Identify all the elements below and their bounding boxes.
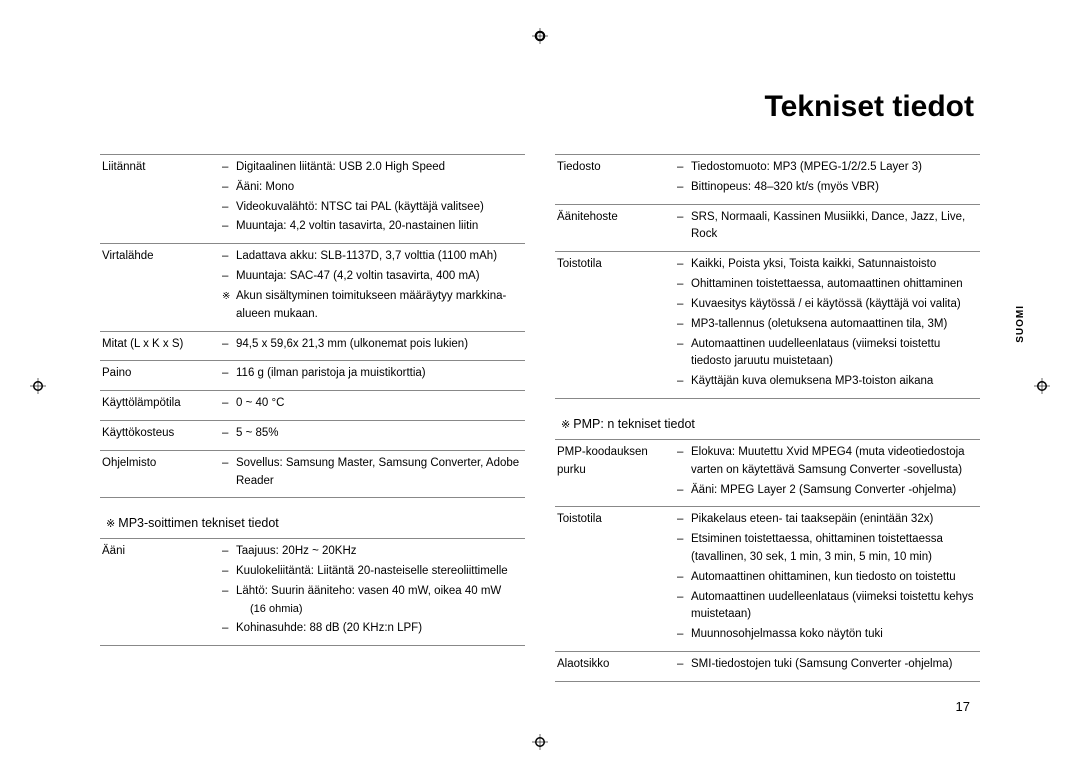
right-section-table: PMP-koodauksen purkuElokuva: Muutettu Xv… — [555, 439, 980, 682]
table-row: Paino116 g (ilman paristoja ja muistikor… — [100, 361, 525, 391]
table-row: ÄänitehosteSRS, Normaali, Kassinen Musii… — [555, 204, 980, 252]
table-row: LiitännätDigitaalinen liitäntä: USB 2.0 … — [100, 155, 525, 244]
spec-item: Elokuva: Muutettu Xvid MPEG4 (muta video… — [677, 444, 976, 480]
spec-label: Toistotila — [555, 507, 673, 652]
table-row: OhjelmistoSovellus: Samsung Master, Sams… — [100, 450, 525, 498]
spec-label: Liitännät — [100, 155, 218, 244]
spec-label: PMP-koodauksen purku — [555, 439, 673, 506]
spec-item: 116 g (ilman paristoja ja muistikorttia) — [222, 365, 521, 383]
spec-values: Digitaalinen liitäntä: USB 2.0 High Spee… — [218, 155, 525, 244]
table-row: ToistotilaPikakelaus eteen- tai taaksepä… — [555, 507, 980, 652]
spec-values: 0 ~ 40 °C — [218, 391, 525, 421]
spec-item: Kaikki, Poista yksi, Toista kaikki, Satu… — [677, 256, 976, 274]
spec-label: Ohjelmisto — [100, 450, 218, 498]
page-content: Tekniset tiedot LiitännätDigitaalinen li… — [100, 90, 980, 712]
spec-item: Pikakelaus eteen- tai taaksepäin (enintä… — [677, 511, 976, 529]
spec-label: Alaotsikko — [555, 652, 673, 682]
spec-columns: LiitännätDigitaalinen liitäntä: USB 2.0 … — [100, 154, 980, 682]
spec-item: Taajuus: 20Hz ~ 20KHz — [222, 543, 521, 561]
spec-item: SRS, Normaali, Kassinen Musiikki, Dance,… — [677, 209, 976, 245]
page-title: Tekniset tiedot — [100, 90, 980, 124]
spec-item: Bittinopeus: 48–320 kt/s (myös VBR) — [677, 179, 976, 197]
spec-values: Taajuus: 20Hz ~ 20KHz Kuulokeliitäntä: Li… — [218, 539, 525, 645]
spec-item: Ladattava akku: SLB-1137D, 3,7 volttia (… — [222, 248, 521, 266]
spec-item: Ohittaminen toistettaessa, automaattinen… — [677, 276, 976, 294]
spec-item: Automaattinen uudelleenlataus (viimeksi … — [677, 589, 976, 625]
spec-values: Pikakelaus eteen- tai taaksepäin (enintä… — [673, 507, 980, 652]
spec-values: 94,5 x 59,6x 21,3 mm (ulkonemat pois luk… — [218, 331, 525, 361]
spec-item: Käyttäjän kuva olemuksena MP3-toiston ai… — [677, 373, 976, 391]
spec-label: Paino — [100, 361, 218, 391]
spec-item: Muuntaja: SAC-47 (4,2 voltin tasavirta, … — [222, 268, 521, 286]
table-row: VirtalähdeLadattava akku: SLB-1137D, 3,7… — [100, 244, 525, 331]
spec-item: Ääni: MPEG Layer 2 (Samsung Converter -o… — [677, 482, 976, 500]
registration-mark-right — [1034, 378, 1050, 394]
registration-mark-left — [30, 378, 46, 394]
spec-item: Muuntaja: 4,2 voltin tasavirta, 20-nasta… — [222, 218, 521, 236]
right-column: TiedostoTiedostomuoto: MP3 (MPEG-1/2/2.5… — [555, 154, 980, 682]
spec-values: Tiedostomuoto: MP3 (MPEG-1/2/2.5 Layer 3… — [673, 155, 980, 205]
spec-values: Sovellus: Samsung Master, Samsung Conver… — [218, 450, 525, 498]
left-spec-table: LiitännätDigitaalinen liitäntä: USB 2.0 … — [100, 154, 525, 498]
table-row: PMP-koodauksen purkuElokuva: Muutettu Xv… — [555, 439, 980, 506]
spec-label: Ääni — [100, 539, 218, 645]
table-row: Käyttölämpötila0 ~ 40 °C — [100, 391, 525, 421]
spec-label: Käyttölämpötila — [100, 391, 218, 421]
spec-label: Mitat (L x K x S) — [100, 331, 218, 361]
spec-label: Tiedosto — [555, 155, 673, 205]
table-row: Mitat (L x K x S)94,5 x 59,6x 21,3 mm (u… — [100, 331, 525, 361]
spec-item: Kuulokeliitäntä: Liitäntä 20-nasteiselle… — [222, 563, 521, 581]
spec-item: Lähtö: Suurin ääniteho: vasen 40 mW, oik… — [222, 583, 521, 618]
spec-values: Kaikki, Poista yksi, Toista kaikki, Satu… — [673, 252, 980, 399]
spec-label: Äänitehoste — [555, 204, 673, 252]
spec-item: Digitaalinen liitäntä: USB 2.0 High Spee… — [222, 159, 521, 177]
right-spec-table: TiedostoTiedostomuoto: MP3 (MPEG-1/2/2.5… — [555, 154, 980, 399]
registration-mark-bottom — [532, 734, 548, 750]
left-column: LiitännätDigitaalinen liitäntä: USB 2.0 … — [100, 154, 525, 682]
spec-item: Automaattinen ohittaminen, kun tiedosto … — [677, 569, 976, 587]
table-row: ToistotilaKaikki, Poista yksi, Toista ka… — [555, 252, 980, 399]
spec-label: Virtalähde — [100, 244, 218, 331]
spec-item: SMI-tiedostojen tuki (Samsung Converter … — [677, 656, 976, 674]
spec-item: Muunnosohjelmassa koko näytön tuki — [677, 626, 976, 644]
spec-subitem: (16 ohmia) — [236, 601, 521, 618]
table-row: TiedostoTiedostomuoto: MP3 (MPEG-1/2/2.5… — [555, 155, 980, 205]
spec-values: SMI-tiedostojen tuki (Samsung Converter … — [673, 652, 980, 682]
registration-mark-top — [532, 28, 548, 44]
spec-item: 94,5 x 59,6x 21,3 mm (ulkonemat pois luk… — [222, 336, 521, 354]
spec-item: Kuvaesitys käytössä / ei käytössä (käytt… — [677, 296, 976, 314]
spec-item: Automaattinen uudelleenlataus (viimeksi … — [677, 336, 976, 372]
spec-item: Akun sisältyminen toimitukseen määräytyy… — [222, 288, 521, 324]
table-row: ÄäniTaajuus: 20Hz ~ 20KHz Kuulokeliitäntä… — [100, 539, 525, 645]
spec-item: Tiedostomuoto: MP3 (MPEG-1/2/2.5 Layer 3… — [677, 159, 976, 177]
spec-values: Ladattava akku: SLB-1137D, 3,7 volttia (… — [218, 244, 525, 331]
spec-item: Etsiminen toistettaessa, ohittaminen toi… — [677, 531, 976, 567]
spec-item: Sovellus: Samsung Master, Samsung Conver… — [222, 455, 521, 491]
spec-item: 5 ~ 85% — [222, 425, 521, 443]
spec-item: Videokuvalähtö: NTSC tai PAL (käyttäjä v… — [222, 199, 521, 217]
spec-item: Ääni: Mono — [222, 179, 521, 197]
spec-item: 0 ~ 40 °C — [222, 395, 521, 413]
spec-label: Käyttökosteus — [100, 420, 218, 450]
spec-values: 116 g (ilman paristoja ja muistikorttia) — [218, 361, 525, 391]
table-row: Käyttökosteus5 ~ 85% — [100, 420, 525, 450]
table-row: AlaotsikkoSMI-tiedostojen tuki (Samsung … — [555, 652, 980, 682]
spec-values: Elokuva: Muutettu Xvid MPEG4 (muta video… — [673, 439, 980, 506]
spec-item: Kohinasuhde: 88 dB (20 KHz:n LPF) — [222, 620, 521, 638]
spec-values: 5 ~ 85% — [218, 420, 525, 450]
pmp-section-heading: PMP: n tekniset tiedot — [561, 417, 980, 431]
spec-item: MP3-tallennus (oletuksena automaattinen … — [677, 316, 976, 334]
left-section-table: ÄäniTaajuus: 20Hz ~ 20KHz Kuulokeliitäntä… — [100, 538, 525, 645]
language-tab: SUOMI — [1015, 305, 1026, 343]
mp3-section-heading: MP3-soittimen tekniset tiedot — [106, 516, 525, 530]
page-number: 17 — [956, 699, 970, 714]
spec-values: SRS, Normaali, Kassinen Musiikki, Dance,… — [673, 204, 980, 252]
spec-label: Toistotila — [555, 252, 673, 399]
